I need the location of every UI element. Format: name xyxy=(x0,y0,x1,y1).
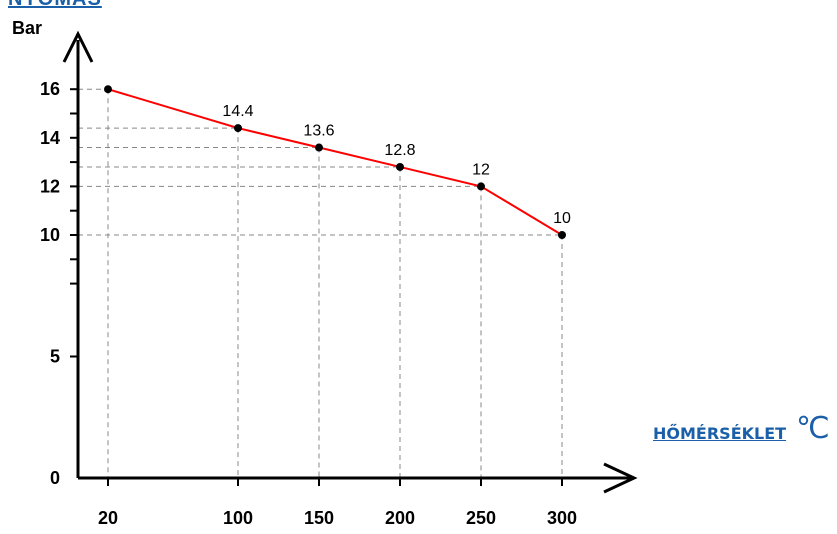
pressure-line xyxy=(107,88,563,236)
y-tick-label: 10 xyxy=(40,225,60,245)
data-label: 14.4 xyxy=(222,103,253,120)
data-point xyxy=(477,182,485,191)
series-line xyxy=(107,88,563,236)
data-point xyxy=(558,231,566,239)
data-point xyxy=(104,85,112,94)
y-tick-label: 0 xyxy=(50,468,60,488)
x-tick-label: 250 xyxy=(466,508,496,528)
data-point xyxy=(234,124,242,133)
y-axis-label: Bar xyxy=(12,18,42,38)
data-labels: 14.4 13.6 12.8 12 10 xyxy=(222,103,571,227)
x-tick-label: 300 xyxy=(547,508,577,528)
x-tick-label: 20 xyxy=(98,508,118,528)
y-tick-label: 12 xyxy=(40,176,60,196)
tick-labels: 0 5 10 12 14 16 20 100 150 200 250 300 xyxy=(40,79,577,528)
guide-lines xyxy=(78,88,563,478)
data-points xyxy=(104,85,566,239)
y-axis-title-top: NYOMÁS xyxy=(8,0,102,11)
axes xyxy=(62,30,638,494)
y-tick-label: 14 xyxy=(40,128,60,148)
data-label: 12 xyxy=(472,161,490,178)
x-tick-label: 150 xyxy=(304,508,334,528)
y-axis-arrow xyxy=(62,30,94,63)
y-tick-label: 16 xyxy=(40,79,60,99)
data-point xyxy=(396,162,404,171)
x-tick-label: 200 xyxy=(385,508,415,528)
x-tick-label: 100 xyxy=(223,508,253,528)
data-point xyxy=(315,143,323,152)
data-label: 12.8 xyxy=(384,142,415,159)
y-tick-label: 5 xyxy=(50,347,60,367)
x-axis-unit: ℃ xyxy=(796,411,830,446)
x-axis-label: HŐMÉRSÉKLET xyxy=(653,424,787,443)
x-axis-arrow xyxy=(603,462,638,494)
data-label: 13.6 xyxy=(303,123,334,140)
data-label: 10 xyxy=(553,210,571,227)
